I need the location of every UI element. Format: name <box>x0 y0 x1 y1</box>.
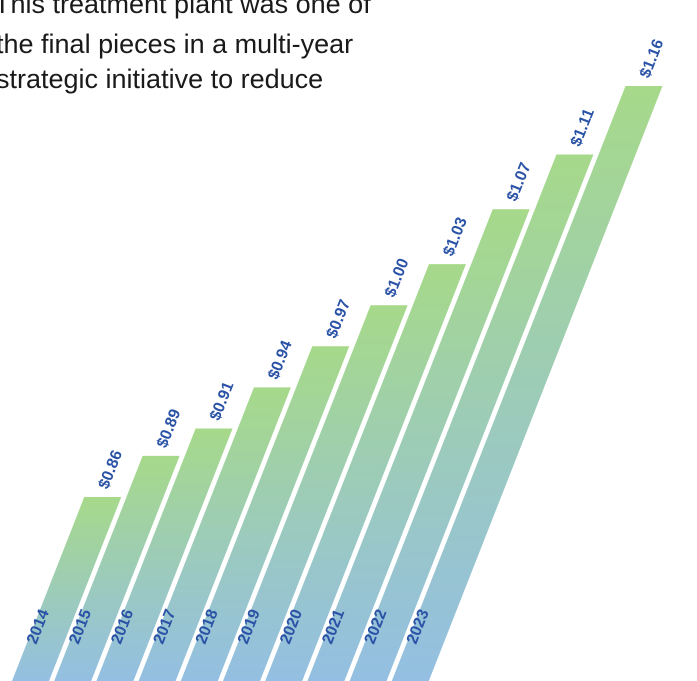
bar-2021 <box>307 209 530 681</box>
value-label-2022: $1.11 <box>568 106 598 149</box>
intro-text-line-1: This treatment plant was one of <box>0 0 371 19</box>
value-label-2019: $1.00 <box>382 256 413 300</box>
bar-2023 <box>391 86 663 681</box>
intro-text-block: This treatment plant was one of the fina… <box>0 0 460 120</box>
bar-2019 <box>223 305 408 681</box>
intro-text-line-2: the final pieces in a multi-year <box>0 29 354 59</box>
bar-2015 <box>54 455 180 681</box>
value-label-2014: $0.86 <box>96 448 127 492</box>
intro-text-line-3: strategic initiative to reduce <box>0 64 324 94</box>
bar-2022 <box>349 154 594 681</box>
value-label-2017: $0.94 <box>265 338 296 382</box>
value-label-2023: $1.16 <box>637 37 668 81</box>
value-label-2018: $0.97 <box>324 297 355 341</box>
value-label-2015: $0.89 <box>154 407 185 451</box>
bar-2017 <box>138 387 291 681</box>
bar-2020 <box>265 264 466 681</box>
value-label-2020: $1.03 <box>440 215 471 259</box>
bar-2018 <box>180 346 350 681</box>
bar-2016 <box>96 428 233 681</box>
bars-layer <box>12 86 663 681</box>
value-label-2016: $0.91 <box>207 379 238 423</box>
bar-2014 <box>12 497 122 681</box>
value-label-2021: $1.07 <box>504 160 535 204</box>
